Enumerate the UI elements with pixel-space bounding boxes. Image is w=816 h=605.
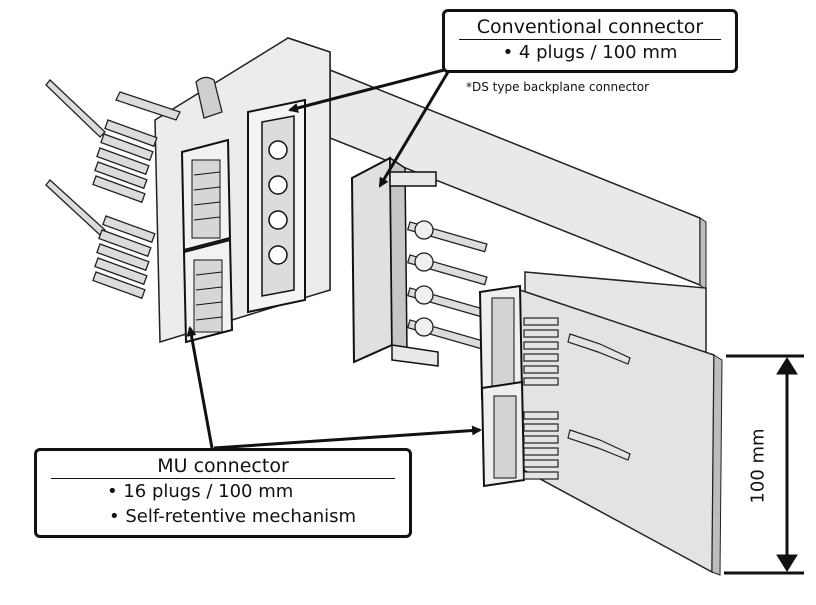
ds-connector-backplane (247, 98, 306, 314)
mu-connector-backplane-upper (180, 138, 232, 252)
arrow-mu-to-backplane (186, 326, 214, 449)
conventional-plug-density: • 4 plugs / 100 mm (502, 42, 678, 63)
mu-connector-board-upper (478, 284, 524, 400)
dimension-marker (724, 354, 804, 575)
ds-plugs-board (406, 220, 488, 351)
rear-plugs-upper (45, 76, 223, 204)
mu-connector-backplane-lower (182, 238, 234, 344)
arrow-conventional-to-board (378, 71, 450, 188)
callout-divider (459, 39, 721, 40)
mu-connector-callout: MU connector • 16 plugs / 100 mm • Self-… (34, 448, 412, 538)
mu-plug-density: • 16 plugs / 100 mm (107, 481, 294, 502)
conventional-connector-title: Conventional connector (476, 16, 704, 38)
conventional-connector-callout: Conventional connector • 4 plugs / 100 m… (442, 9, 738, 73)
ds-connector-board (350, 156, 439, 367)
arrow-conventional-to-backplane (288, 68, 445, 113)
mu-connector-board-lower (480, 380, 526, 488)
mu-self-retentive: • Self-retentive mechanism (109, 506, 357, 527)
mu-plugs-board (523, 317, 631, 480)
dimension-label: 100 mm (747, 428, 769, 504)
callout-divider (51, 478, 395, 479)
arrow-mu-to-board (213, 425, 482, 450)
ds-type-note: *DS type backplane connector (466, 80, 650, 94)
mu-connector-title: MU connector (157, 455, 289, 477)
rear-plugs-lower (45, 179, 156, 300)
pcb-board-front (519, 288, 723, 576)
